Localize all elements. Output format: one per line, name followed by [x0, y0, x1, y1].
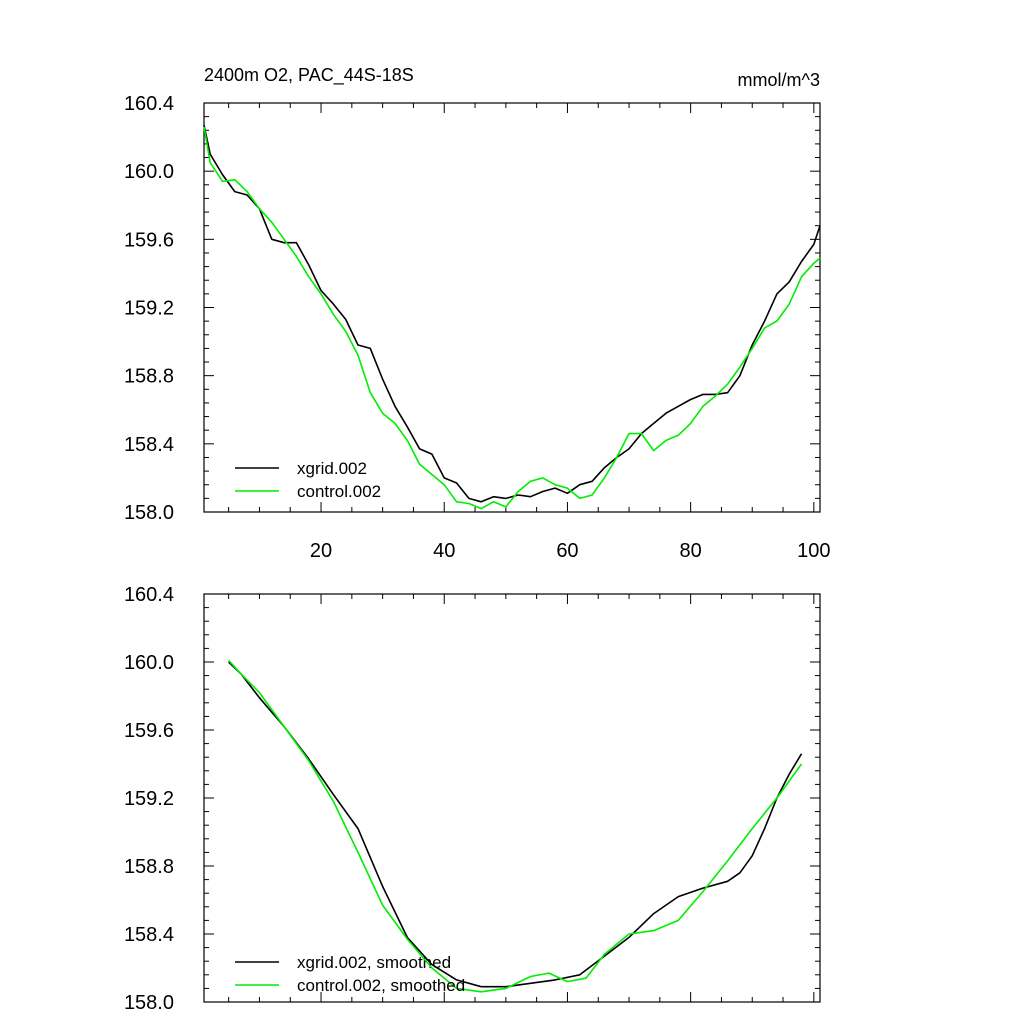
legend-label-0: xgrid.002, smoothed: [297, 953, 451, 972]
x-tick-label: 100: [797, 540, 830, 562]
top-panel: 158.0 158.4 158.8 159.2 159.6 160.0 160.4 20 40 6…: [124, 93, 831, 562]
y-tick-label: 158.4: [124, 434, 174, 456]
y-tick-label: 158.8: [124, 856, 174, 878]
series-line-0: [228, 661, 803, 988]
units-label: mmol/m^3: [738, 70, 820, 90]
series-line-1: [228, 659, 803, 993]
y-tick-label: 160.0: [124, 161, 174, 183]
legend-label-1: control.002, smoothed: [297, 976, 465, 995]
bottom-panel: 158.0 158.4 158.8 159.2 159.6 160.0 160.4 xgrid…: [124, 584, 821, 1014]
x-tick-label: 40: [433, 540, 455, 562]
y-tick-label: 158.4: [124, 924, 174, 946]
x-tick-label: 60: [556, 540, 578, 562]
y-tick-label: 160.0: [124, 652, 174, 674]
legend-label-1: control.002: [297, 482, 381, 501]
x-tick-label: 80: [680, 540, 702, 562]
series-line-1: [203, 126, 821, 510]
x-tick-label: 20: [310, 540, 332, 562]
y-tick-label: 158.0: [124, 992, 174, 1014]
y-tick-label: 158.8: [124, 366, 174, 388]
chart-title: 2400m O2, PAC_44S-18S: [204, 65, 414, 86]
y-tick-label: 158.0: [124, 502, 174, 524]
y-tick-label: 159.2: [124, 298, 174, 320]
y-tick-label: 159.2: [124, 788, 174, 810]
y-tick-label: 159.6: [124, 720, 174, 742]
plot-frame: [203, 102, 821, 513]
series-line-0: [203, 125, 821, 503]
y-tick-label: 160.4: [124, 584, 174, 606]
y-tick-label: 159.6: [124, 229, 174, 251]
plot-frame: [203, 593, 821, 1003]
legend-label-0: xgrid.002: [297, 459, 367, 478]
y-tick-label: 160.4: [124, 93, 174, 115]
